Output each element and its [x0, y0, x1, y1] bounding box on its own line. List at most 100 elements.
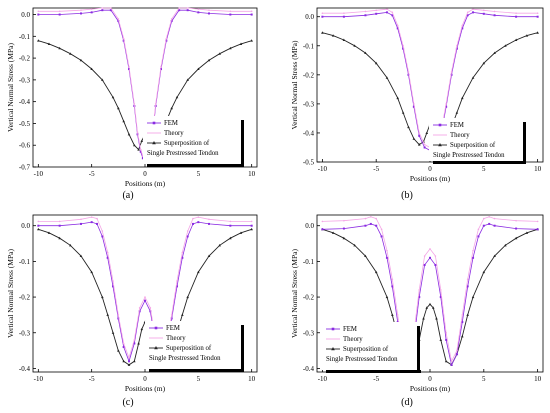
data-point-fem — [407, 73, 410, 76]
data-point-superposition — [137, 148, 140, 151]
data-point-fem — [58, 13, 61, 16]
data-point-fem — [375, 224, 378, 227]
legend-bar — [417, 326, 420, 370]
data-point-superposition — [250, 39, 253, 42]
x-tick-label: 0 — [143, 170, 147, 178]
data-point-theory — [117, 314, 120, 316]
data-point-theory — [418, 289, 421, 291]
data-point-fem — [482, 224, 485, 227]
data-point-fem — [455, 47, 458, 50]
data-point-fem — [144, 299, 146, 302]
x-axis-label: Positions (m) — [125, 384, 166, 393]
data-point-fem — [450, 363, 453, 366]
data-point-superposition — [47, 231, 51, 234]
x-tick-label: -5 — [373, 165, 379, 173]
data-point-superposition — [69, 52, 72, 55]
data-point-superposition — [197, 67, 200, 70]
data-point-theory — [445, 331, 447, 334]
data-point-theory — [229, 10, 232, 13]
data-point-theory — [90, 8, 93, 10]
data-point-fem — [429, 256, 431, 259]
x-tick-label: 0 — [143, 375, 147, 383]
x-tick-label: 0 — [428, 375, 432, 383]
legend: FEM Theory Superposition of Single Prestres… — [322, 322, 421, 373]
legend-marker-superposition — [438, 143, 442, 147]
data-point-superposition — [111, 331, 115, 334]
data-point-theory — [165, 37, 168, 40]
data-point-superposition — [37, 227, 40, 231]
data-point-fem — [515, 227, 518, 230]
data-point-theory — [386, 249, 388, 252]
data-point-theory — [370, 215, 372, 218]
data-point-fem — [488, 222, 491, 225]
data-point-theory — [391, 278, 394, 281]
data-point-theory — [37, 10, 40, 13]
legend-label-theory: Theory — [164, 130, 184, 137]
data-point-theory — [117, 18, 120, 20]
legend-label-theory: Theory — [450, 132, 470, 139]
data-point-theory — [101, 230, 104, 232]
legend-box — [143, 116, 240, 164]
data-point-theory — [160, 66, 162, 68]
data-point-fem — [181, 256, 184, 259]
data-point-theory — [472, 249, 474, 252]
x-tick-label: 5 — [197, 375, 201, 383]
data-point-theory — [80, 9, 82, 11]
data-point-superposition — [342, 38, 346, 41]
data-point-superposition — [514, 38, 518, 41]
x-tick-label: -5 — [373, 375, 379, 383]
data-point-superposition — [439, 338, 443, 341]
y-tick-label: -0.3 — [303, 329, 315, 337]
data-point-superposition — [364, 254, 367, 258]
data-point-superposition — [455, 111, 459, 114]
data-point-theory — [122, 342, 125, 345]
y-tick-label: -0.1 — [303, 258, 315, 266]
data-point-fem — [139, 150, 142, 153]
data-point-fem — [208, 222, 210, 225]
y-tick-label: -0.2 — [19, 55, 31, 63]
y-tick-label: -0.4 — [19, 98, 31, 106]
data-point-fem — [186, 9, 189, 12]
panel-caption: (a) — [122, 190, 133, 201]
data-point-fem — [402, 47, 405, 50]
data-point-fem — [461, 321, 464, 324]
data-point-theory — [139, 148, 142, 151]
legend-label-superposition-line2: Single Prestressed Tendon — [433, 152, 505, 159]
data-point-theory — [413, 103, 415, 105]
data-point-fem — [482, 12, 485, 15]
data-point-superposition — [428, 302, 432, 306]
data-point-fem — [229, 13, 232, 16]
data-point-fem — [197, 11, 200, 14]
data-point-theory — [391, 11, 394, 14]
x-tick-label: -10 — [34, 170, 44, 178]
data-point-theory — [58, 10, 61, 13]
data-point-fem — [197, 221, 200, 224]
data-point-superposition — [117, 106, 120, 110]
legend-label-superposition: Superposition of — [166, 345, 212, 352]
data-point-theory — [37, 220, 40, 223]
data-point-superposition — [385, 295, 389, 299]
data-point-fem — [37, 13, 40, 16]
legend-label-superposition: Superposition of — [343, 346, 389, 353]
panel-caption: (b) — [401, 190, 413, 201]
data-point-fem — [178, 9, 181, 12]
data-point-fem — [396, 27, 399, 30]
data-point-theory — [128, 66, 130, 68]
data-point-theory — [90, 216, 93, 218]
data-point-fem — [391, 285, 394, 288]
data-point-fem — [122, 346, 125, 349]
data-point-fem — [412, 105, 415, 108]
data-point-superposition — [396, 96, 400, 100]
data-point-fem — [165, 39, 168, 42]
data-point-fem — [208, 12, 210, 15]
data-point-fem — [445, 338, 448, 341]
data-point-fem — [466, 14, 469, 17]
data-point-fem — [101, 235, 104, 238]
data-point-fem — [369, 222, 372, 225]
data-point-theory — [423, 255, 426, 257]
x-tick-label: 10 — [248, 375, 256, 383]
data-point-theory — [364, 10, 367, 13]
data-point-superposition — [401, 111, 405, 114]
x-tick-label: -10 — [34, 375, 44, 383]
data-point-theory — [515, 219, 517, 222]
